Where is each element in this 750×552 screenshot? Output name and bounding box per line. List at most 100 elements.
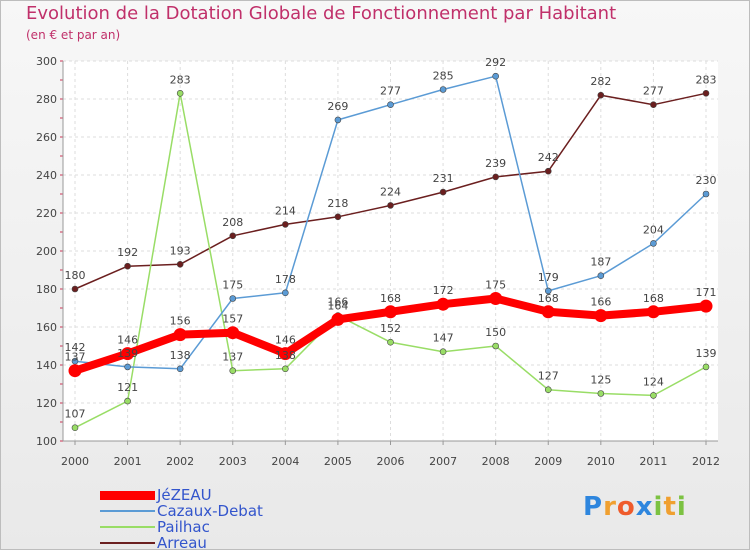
- legend-item: Pailhac: [100, 519, 263, 535]
- data-point: [176, 260, 184, 268]
- y-tick-label: 260: [36, 131, 57, 144]
- x-tick-label: 2000: [61, 455, 89, 468]
- legend-item: Arreau: [100, 535, 263, 551]
- data-point: [229, 367, 237, 375]
- data-point: [597, 272, 605, 280]
- data-point: [226, 326, 240, 340]
- data-label: 146: [117, 334, 138, 347]
- data-label: 138: [275, 349, 296, 362]
- data-label: 147: [433, 332, 454, 345]
- data-label: 224: [380, 185, 401, 198]
- data-label: 171: [696, 286, 717, 299]
- legend-label: Cazaux-Debat: [157, 502, 263, 520]
- x-tick-label: 2008: [482, 455, 510, 468]
- data-label: 137: [65, 351, 86, 364]
- x-tick-label: 2004: [271, 455, 299, 468]
- y-tick-label: 180: [36, 283, 57, 296]
- data-point: [384, 305, 397, 319]
- x-tick-label: 2003: [219, 455, 247, 468]
- data-label: 172: [433, 284, 454, 297]
- data-point: [544, 287, 552, 295]
- data-label: 208: [222, 216, 243, 229]
- data-label: 138: [170, 349, 191, 362]
- data-point: [387, 101, 394, 108]
- chart-legend: JéZEAU Cazaux-Debat Pailhac Arreau: [100, 487, 263, 551]
- data-label: 242: [538, 151, 559, 164]
- legend-item: Cazaux-Debat: [100, 503, 263, 519]
- data-point: [597, 91, 605, 99]
- data-point: [541, 305, 555, 319]
- data-point: [702, 190, 710, 198]
- data-point: [650, 240, 657, 247]
- data-label: 283: [170, 73, 191, 86]
- data-point: [492, 342, 499, 350]
- y-tick-label: 100: [36, 435, 57, 448]
- data-point: [282, 289, 289, 297]
- y-tick-label: 280: [36, 93, 57, 106]
- data-label: 283: [696, 73, 717, 86]
- data-label: 192: [117, 246, 138, 259]
- data-point: [650, 392, 657, 399]
- data-point: [492, 173, 499, 181]
- data-label: 168: [538, 292, 559, 305]
- data-label: 277: [380, 85, 401, 98]
- data-point: [387, 202, 394, 209]
- data-label: 179: [538, 271, 559, 284]
- data-label: 175: [222, 279, 243, 292]
- y-tick-label: 240: [36, 169, 57, 182]
- data-label: 277: [643, 85, 664, 98]
- data-label: 124: [643, 375, 664, 388]
- chart-subtitle: (en € et par an): [26, 28, 121, 42]
- data-point: [334, 116, 342, 124]
- data-point: [439, 348, 447, 356]
- data-point: [124, 262, 131, 270]
- data-point: [436, 297, 450, 311]
- x-tick-label: 2012: [692, 455, 720, 468]
- data-point: [229, 232, 237, 240]
- data-label: 285: [433, 70, 454, 83]
- x-tick-label: 2001: [114, 455, 142, 468]
- data-point: [229, 295, 237, 302]
- data-point: [282, 365, 289, 373]
- data-point: [702, 90, 710, 97]
- legend-swatch: [100, 490, 155, 500]
- data-point: [331, 312, 345, 326]
- data-point: [176, 90, 184, 97]
- data-point: [594, 309, 608, 323]
- data-point: [173, 328, 187, 342]
- data-label: 166: [327, 296, 348, 309]
- legend-swatch: [100, 510, 155, 512]
- data-label: 139: [117, 347, 138, 360]
- legend-label: Pailhac: [157, 518, 210, 536]
- data-point: [702, 363, 710, 371]
- data-point: [121, 347, 135, 361]
- data-label: 292: [485, 56, 506, 69]
- y-tick-label: 220: [36, 207, 57, 220]
- data-label: 121: [117, 381, 138, 394]
- chart-title: Evolution de la Dotation Globale de Fonc…: [26, 3, 617, 24]
- data-label: 168: [643, 292, 664, 305]
- x-tick-label: 2005: [324, 455, 352, 468]
- data-point: [439, 188, 447, 196]
- data-label: 269: [327, 100, 348, 113]
- x-tick-label: 2006: [377, 455, 405, 468]
- data-point: [646, 305, 660, 319]
- legend-label: Arreau: [157, 534, 207, 552]
- data-point: [278, 347, 292, 361]
- data-label: 152: [380, 322, 401, 335]
- y-tick-label: 140: [36, 359, 57, 372]
- data-point: [387, 338, 394, 346]
- data-point: [544, 386, 552, 394]
- x-tick-label: 2011: [639, 455, 667, 468]
- data-point: [71, 424, 79, 432]
- data-point: [282, 221, 289, 228]
- data-point: [176, 365, 184, 373]
- data-label: 156: [170, 315, 191, 328]
- data-label: 214: [275, 204, 296, 217]
- data-label: 180: [65, 269, 86, 282]
- data-point: [334, 213, 342, 221]
- legend-swatch: [100, 542, 155, 544]
- data-label: 127: [538, 370, 559, 383]
- y-tick-label: 160: [36, 321, 57, 334]
